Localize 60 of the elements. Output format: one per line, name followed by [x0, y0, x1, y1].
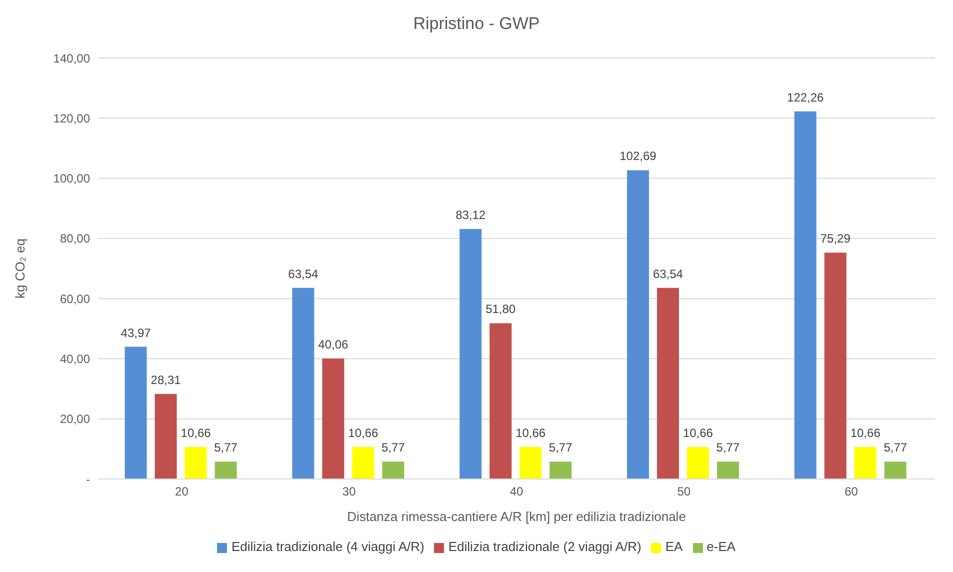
- y-axis-title: kg CO₂ eq: [12, 238, 28, 298]
- bar: [854, 446, 876, 479]
- y-tick-label: 120,00: [53, 111, 90, 126]
- x-tick-label: 50: [677, 484, 691, 499]
- bar: [884, 462, 906, 479]
- data-label: 10,66: [850, 426, 881, 440]
- data-label: 102,69: [620, 149, 657, 164]
- y-tick-label: 80,00: [60, 232, 90, 246]
- data-label: 10,66: [516, 426, 546, 440]
- bar: [352, 446, 374, 479]
- bar: [686, 446, 709, 479]
- data-label: 5,77: [382, 440, 406, 455]
- data-label: 40,06: [318, 338, 349, 352]
- bar: [322, 358, 344, 479]
- bar: [656, 288, 679, 479]
- bar: [124, 346, 147, 479]
- y-tick-label: 60,00: [60, 292, 90, 306]
- bar: [550, 462, 572, 479]
- bar: [460, 229, 482, 479]
- bar: [292, 288, 314, 479]
- bar: [154, 394, 177, 479]
- data-label: 5,77: [214, 440, 238, 455]
- data-label: 5,77: [716, 440, 740, 455]
- bar: [214, 462, 237, 479]
- data-label: 43,97: [120, 326, 152, 340]
- bar: [490, 323, 512, 479]
- y-tick-label: 100,00: [53, 172, 90, 186]
- data-label: 122,26: [787, 90, 824, 104]
- y-tick-label: 20,00: [60, 412, 90, 426]
- legend-label: EA: [665, 539, 683, 554]
- data-label: 63,54: [288, 266, 319, 281]
- bar: [794, 111, 816, 479]
- data-label: 28,31: [150, 372, 182, 387]
- chart-title: Ripristino - GWP: [412, 13, 541, 35]
- x-tick-label: 40: [510, 484, 524, 499]
- bar: [520, 446, 542, 479]
- legend-label: e-EA: [706, 539, 736, 554]
- y-tick-label: -: [86, 472, 90, 486]
- data-label: 5,77: [548, 440, 573, 455]
- data-label: 75,29: [820, 232, 851, 246]
- bar: [184, 446, 207, 479]
- x-tick-label: 60: [844, 484, 858, 499]
- data-label: 5,77: [884, 440, 908, 455]
- data-label: 10,66: [682, 426, 714, 440]
- x-tick-label: 20: [175, 484, 189, 499]
- bar: [716, 462, 739, 479]
- data-label: 10,66: [180, 426, 212, 440]
- y-tick-label: 40,00: [60, 352, 90, 366]
- bar: [382, 462, 404, 479]
- bar: [626, 170, 649, 479]
- bar: [824, 252, 846, 479]
- x-axis-title: Distanza rimessa-cantiere A/R [km] per edilizia tradizionale: [347, 509, 686, 524]
- data-label: 51,80: [486, 302, 516, 316]
- data-label: 63,54: [652, 266, 684, 281]
- data-label: 10,66: [348, 426, 379, 440]
- y-tick-label: 140,00: [53, 51, 90, 66]
- legend-label: Edilizia tradizionale (2 viaggi A/R): [448, 539, 642, 554]
- legend-label: Edilizia tradizionale (4 viaggi A/R): [231, 539, 424, 554]
- data-label: 83,12: [456, 208, 486, 222]
- x-tick-label: 30: [342, 484, 356, 499]
